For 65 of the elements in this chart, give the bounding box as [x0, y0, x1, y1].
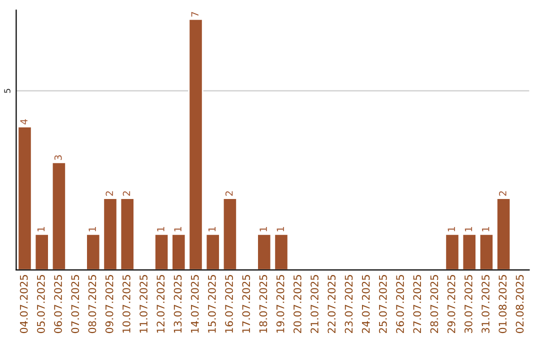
x-tick-label: 07.07.2025	[71, 275, 80, 334]
x-tick-label: 08.07.2025	[88, 275, 96, 334]
bar	[51, 162, 66, 270]
x-tick-label: 29.07.2025	[447, 275, 456, 334]
x-tick-label: 28.07.2025	[430, 275, 438, 334]
x-tick-label: 10.07.2025	[122, 275, 130, 333]
x-tick-label: 15.07.2025	[208, 275, 216, 333]
bar	[222, 198, 238, 270]
y-tick-label: 5	[4, 88, 10, 93]
bar	[34, 233, 50, 270]
x-tick-label: 31.07.2025	[482, 275, 490, 333]
bar	[496, 198, 512, 270]
x-tick-label: 02.08.2025	[516, 275, 524, 334]
x-tick-label: 30.07.2025	[464, 275, 472, 333]
data-label: 3	[54, 155, 62, 160]
data-label: 2	[122, 191, 130, 196]
x-tick-label: 04.07.2025	[20, 275, 28, 334]
bar	[17, 126, 32, 270]
bar	[86, 233, 101, 270]
x-tick-label: 17.07.2025	[242, 275, 250, 333]
data-label: 1	[448, 227, 455, 232]
data-label: 7	[191, 12, 198, 17]
x-tick-label: 23.07.2025	[344, 275, 353, 334]
data-label: 1	[37, 227, 45, 232]
data-label: 4	[20, 119, 28, 124]
data-label: 1	[157, 227, 164, 232]
data-label: 1	[276, 227, 284, 232]
bar	[205, 233, 220, 270]
bar	[188, 18, 204, 270]
bar	[154, 233, 170, 270]
bar	[120, 198, 135, 270]
x-tick-label: 05.07.2025	[36, 275, 45, 334]
data-label: 2	[106, 191, 113, 196]
bar	[102, 198, 118, 270]
x-tick-label: 11.07.2025	[140, 275, 148, 333]
data-label: 2	[225, 191, 233, 196]
x-tick-label: 26.07.2025	[396, 275, 404, 334]
x-tick-label: 21.07.2025	[310, 275, 318, 334]
bar	[478, 233, 494, 270]
data-label: 2	[499, 191, 506, 196]
bar	[462, 233, 477, 270]
x-tick-label: 24.07.2025	[362, 275, 370, 334]
x-tick-label: 22.07.2025	[328, 275, 336, 334]
x-tick-label: 13.07.2025	[174, 275, 182, 333]
bar	[256, 233, 272, 270]
bar	[444, 233, 460, 270]
data-label: 1	[260, 227, 267, 232]
x-tick-label: 18.07.2025	[259, 275, 268, 333]
x-tick-label: 27.07.2025	[413, 275, 422, 334]
x-tick-label: 14.07.2025	[190, 275, 199, 333]
x-tick-label: 01.08.2025	[498, 275, 507, 334]
bar	[171, 233, 186, 270]
data-label: 1	[208, 227, 216, 232]
x-tick-label: 19.07.2025	[276, 275, 284, 333]
data-label: 1	[174, 227, 182, 232]
bar	[274, 233, 289, 270]
x-tick-label: 06.07.2025	[54, 275, 62, 334]
x-tick-label: 16.07.2025	[225, 275, 233, 333]
x-tick-label: 09.07.2025	[105, 275, 114, 334]
data-label: 1	[482, 227, 490, 232]
x-tick-label: 12.07.2025	[156, 275, 165, 333]
data-label: 1	[464, 227, 472, 232]
x-tick-label: 25.07.2025	[378, 275, 387, 334]
data-label: 1	[88, 227, 96, 232]
x-tick-label: 20.07.2025	[293, 275, 302, 334]
